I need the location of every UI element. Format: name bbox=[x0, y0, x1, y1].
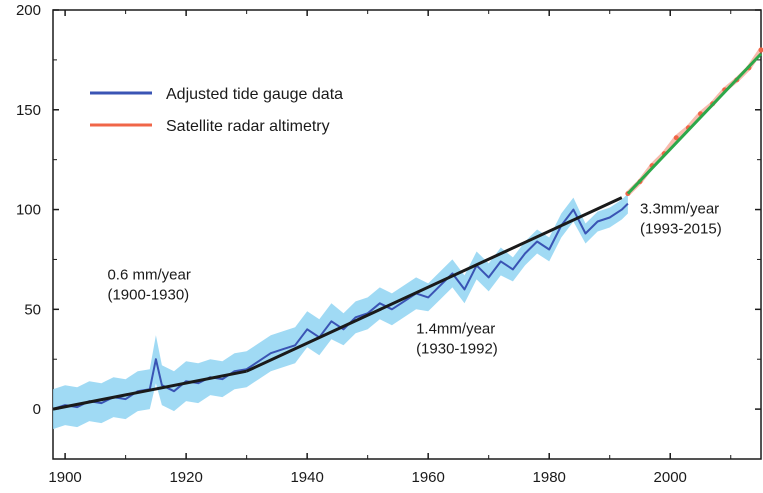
rate-annotations: 0.6 mm/year (1900-1930) 1.4mm/year (1930-19… bbox=[107, 201, 721, 358]
trend-line-1993-2015 bbox=[626, 52, 763, 195]
y-tick-label: 50 bbox=[24, 301, 41, 318]
annotation-rate: 1.4mm/year bbox=[416, 320, 495, 337]
y-tick-label: 100 bbox=[16, 202, 41, 219]
legend-label: Satellite radar altimetry bbox=[166, 118, 330, 135]
legend-label: Adjusted tide gauge data bbox=[166, 86, 343, 103]
plot-frame bbox=[52, 9, 762, 460]
x-tick-label: 1920 bbox=[169, 469, 202, 486]
x-tick-label: 1980 bbox=[533, 469, 566, 486]
trend-line-1930-1992 bbox=[245, 196, 623, 373]
trend-line-1900-1930 bbox=[52, 369, 247, 411]
legend: Adjusted tide gauge data Satellite radar … bbox=[90, 86, 343, 135]
tide-gauge-series-line bbox=[52, 202, 629, 411]
x-tick-label: 2000 bbox=[654, 469, 687, 486]
annotation-rate: 0.6 mm/year bbox=[107, 266, 190, 283]
y-tick-label: 200 bbox=[16, 2, 41, 19]
tick-labels: 1900 1920 1940 1960 1980 2000 0 50 100 150 200 bbox=[16, 2, 687, 486]
annotation-rate: 3.3mm/year bbox=[640, 201, 719, 218]
trend-lines bbox=[52, 52, 763, 411]
satellite-point bbox=[758, 47, 763, 53]
x-tick-label: 1900 bbox=[48, 469, 81, 486]
x-tick-label: 1940 bbox=[290, 469, 323, 486]
y-tick-label: 0 bbox=[33, 401, 41, 418]
y-tick-label: 150 bbox=[16, 102, 41, 119]
annotation-period: (1900-1930) bbox=[107, 286, 189, 303]
annotation-period: (1930-1992) bbox=[416, 340, 498, 357]
tide-gauge-band-area bbox=[53, 193, 628, 430]
annotation-period: (1993-2015) bbox=[640, 221, 722, 238]
tide-gauge-uncertainty-band bbox=[53, 193, 628, 430]
x-tick-label: 1960 bbox=[411, 469, 444, 486]
axis-ticks bbox=[53, 9, 761, 460]
satellite-point bbox=[673, 135, 679, 141]
